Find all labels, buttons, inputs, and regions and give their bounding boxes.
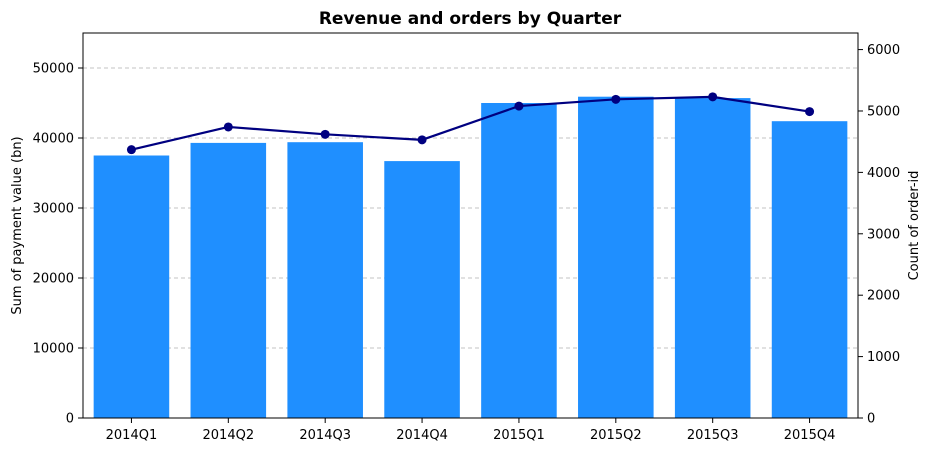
y2-tick-label: 2000 [867,289,900,304]
right-axis: 0 1000 2000 3000 4000 5000 6000 [858,43,900,427]
y2-axis-label: Count of order-id [907,171,922,281]
x-tick-label: 2014Q2 [203,428,255,443]
line-point [611,94,621,104]
y-tick-label: 30000 [33,202,74,217]
y2-tick-label: 0 [867,412,875,427]
bar [481,103,557,418]
y2-tick-label: 4000 [867,166,900,181]
bar [674,98,751,418]
line-point [514,101,524,111]
x-tick-label: 2015Q4 [784,428,836,443]
x-tick-label: 2015Q2 [590,428,642,443]
bar [93,155,170,418]
y-tick-label: 50000 [33,62,74,77]
bar [771,121,848,418]
bar [287,142,363,418]
bar [384,161,460,418]
line-point [805,107,815,117]
y2-tick-label: 3000 [867,227,900,242]
chart-title: Revenue and orders by Quarter [319,9,622,29]
x-tick-label: 2014Q1 [106,428,158,443]
y-axis-label: Sum of payment value (bn) [10,136,25,314]
x-axis: 2014Q1 2014Q2 2014Q3 2014Q4 2015Q1 2015Q2 2015… [106,418,836,443]
y2-tick-label: 1000 [867,350,900,365]
bar [578,96,654,418]
bar [190,142,267,418]
line-path [131,95,810,151]
bar-series [93,96,848,418]
y-tick-label: 10000 [33,342,74,357]
y-tick-label: 20000 [33,272,74,287]
left-axis: 0 10000 20000 30000 40000 50000 [33,62,83,427]
plot-frame [82,32,859,419]
y2-tick-label: 6000 [867,43,900,58]
line-series [126,92,815,155]
y-tick-label: 40000 [33,132,74,147]
line-point [417,135,427,145]
x-tick-label: 2015Q3 [687,428,739,443]
x-tick-label: 2014Q3 [299,428,351,443]
x-tick-label: 2015Q1 [493,428,545,443]
y2-tick-label: 5000 [867,104,900,119]
x-tick-label: 2014Q4 [396,428,448,443]
line-point [126,145,136,155]
line-point [708,92,718,102]
y-tick-label: 0 [66,412,74,427]
line-point [320,129,330,139]
line-point [223,122,233,132]
